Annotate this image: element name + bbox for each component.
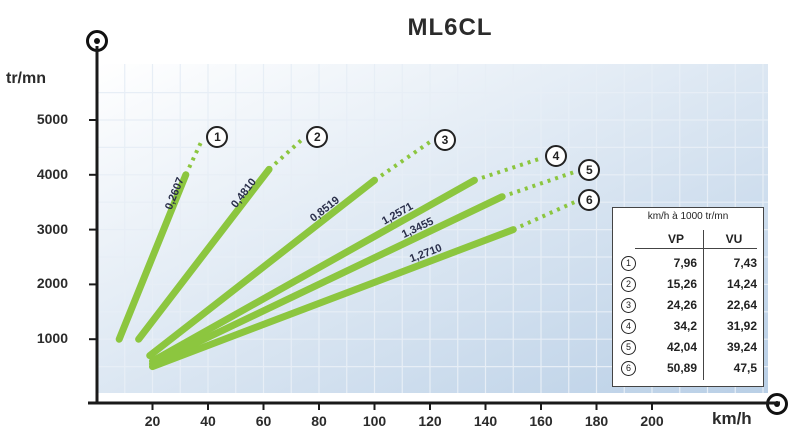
- series-marker: 1: [206, 126, 229, 149]
- table-divider: [635, 248, 757, 249]
- y-tick-label: 3000: [36, 220, 68, 237]
- cell-vu: 22,64: [726, 298, 757, 312]
- series-marker: 5: [578, 159, 601, 182]
- series-marker: 6: [578, 189, 601, 212]
- series-marker: 4: [545, 145, 567, 168]
- series-group: [115, 137, 576, 371]
- chart-title: ML6CL: [407, 14, 493, 41]
- table-row: 1 7,96 7,43: [613, 254, 763, 274]
- y-axis-label: tr/mn: [6, 70, 46, 87]
- cell-vu: 39,24: [726, 340, 757, 354]
- table-row: 6 50,89 47,5: [613, 359, 763, 379]
- table-row: 2 15,26 14,24: [613, 275, 763, 295]
- row-marker: 6: [621, 361, 636, 376]
- cell-vp: 50,89: [666, 361, 697, 375]
- row-marker: 4: [621, 319, 636, 334]
- x-tick-label: 60: [255, 413, 272, 429]
- speed-table-title: km/h à 1000 tr/mn: [647, 211, 729, 222]
- x-tick-label: 100: [362, 413, 387, 429]
- column-header-vp: VP: [667, 232, 684, 246]
- cell-vp: 42,04: [666, 340, 697, 354]
- x-tick-label: 20: [144, 413, 161, 429]
- x-tick-label: 40: [200, 413, 216, 429]
- speed-table: km/h à 1000 tr/mn VP VU 1 7,96 7,43 2 15,26 1…: [612, 207, 764, 387]
- series-line: [149, 176, 478, 365]
- series-extension: [183, 138, 205, 176]
- series-line: [149, 193, 506, 368]
- row-marker: 1: [621, 256, 636, 271]
- y-tick-label: 2000: [36, 275, 68, 292]
- table-divider: [703, 230, 704, 380]
- axes: [88, 46, 780, 410]
- cell-vu: 7,43: [733, 256, 757, 270]
- y-tick-label: 4000: [36, 165, 68, 182]
- series-line: [146, 176, 378, 360]
- cell-vu: 31,92: [726, 319, 757, 333]
- cell-vp: 24,26: [666, 298, 697, 312]
- series-extension: [473, 156, 542, 183]
- row-marker: 5: [621, 340, 636, 355]
- series-line: [135, 165, 273, 343]
- x-tick-label: 80: [311, 413, 327, 429]
- table-row: 4 34,2 31,92: [613, 317, 763, 337]
- series-marker: 3: [434, 128, 456, 151]
- x-tick-label: 180: [584, 413, 609, 429]
- cell-vp: 34,2: [673, 319, 697, 333]
- cell-vu: 47,5: [733, 361, 757, 375]
- table-row: 3 24,26 22,64: [613, 296, 763, 316]
- x-tick-label: 160: [529, 413, 553, 429]
- x-tick-label: 140: [473, 413, 498, 429]
- row-marker: 3: [621, 298, 636, 313]
- x-axis-label: km/h: [712, 409, 752, 428]
- y-tick-label: 1000: [36, 330, 68, 347]
- cell-vu: 14,24: [726, 277, 757, 291]
- series-extension: [512, 200, 576, 232]
- y-tick-label: 5000: [36, 111, 68, 127]
- x-tick-label: 200: [640, 413, 664, 429]
- column-header-vu: VU: [725, 232, 743, 246]
- x-tick-label: 120: [418, 413, 442, 429]
- table-row: 5 42,04 39,24: [613, 338, 763, 358]
- series-line: [149, 226, 517, 371]
- row-marker: 2: [621, 277, 636, 292]
- series-line: [115, 171, 190, 343]
- series-extension: [373, 140, 432, 182]
- cell-vp: 15,26: [666, 277, 697, 291]
- series-marker: 2: [306, 126, 329, 149]
- cell-vp: 7,96: [673, 256, 697, 270]
